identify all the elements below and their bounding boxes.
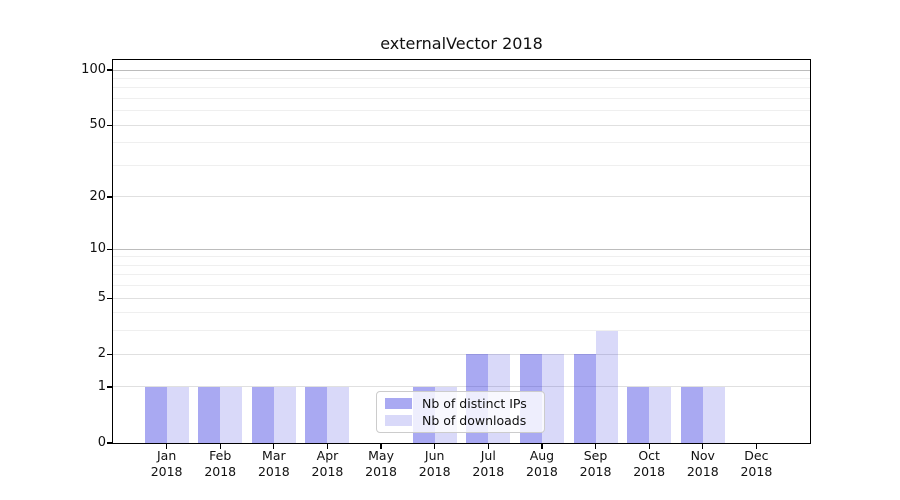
plot-area-frame — [112, 59, 811, 444]
x-tick-mark-feb — [219, 444, 221, 449]
y-tick-label-50: 50 — [89, 117, 106, 133]
x-tick-mark-jan — [166, 444, 168, 449]
x-tick-month: Aug — [529, 448, 555, 463]
x-tick-year: 2018 — [740, 464, 773, 479]
y-tick-label-2: 2 — [97, 346, 106, 362]
x-tick-label-sep: Sep 2018 — [568, 448, 624, 480]
x-tick-year: 2018 — [418, 464, 451, 479]
x-tick-year: 2018 — [365, 464, 397, 479]
x-tick-mark-dec — [755, 444, 757, 449]
x-tick-month: Mar — [262, 448, 286, 463]
x-tick-month: Apr — [316, 448, 339, 463]
x-tick-year: 2018 — [204, 464, 237, 479]
x-tick-month: Nov — [690, 448, 715, 463]
x-tick-month: Sep — [583, 448, 608, 463]
x-tick-mark-jul — [487, 444, 489, 449]
x-tick-mark-jun — [434, 444, 436, 449]
x-tick-year: 2018 — [579, 464, 612, 479]
x-tick-month: Jan — [156, 448, 177, 463]
chart-title: externalVector 2018 — [380, 34, 543, 53]
x-tick-month: Jun — [424, 448, 445, 463]
x-tick-year: 2018 — [472, 464, 505, 479]
x-tick-month: Dec — [744, 448, 769, 463]
y-tick-label-5: 5 — [97, 290, 106, 306]
x-tick-label-jan: Jan 2018 — [139, 448, 195, 480]
x-tick-year: 2018 — [257, 464, 290, 479]
legend: Nb of distinct IPs Nb of downloads — [376, 391, 545, 433]
y-tick-label-20: 20 — [89, 188, 106, 204]
legend-label-downloads: Nb of downloads — [422, 413, 527, 428]
x-tick-label-aug: Aug 2018 — [514, 448, 570, 480]
x-tick-label-may: May 2018 — [353, 448, 409, 480]
y-tick-label-1: 1 — [97, 378, 106, 394]
x-tick-mark-may — [380, 444, 382, 449]
x-tick-label-nov: Nov 2018 — [675, 448, 731, 480]
x-tick-mark-mar — [273, 444, 275, 449]
x-tick-mark-oct — [648, 444, 650, 449]
x-tick-label-mar: Mar 2018 — [246, 448, 302, 480]
x-tick-month: May — [368, 448, 394, 463]
x-tick-year: 2018 — [526, 464, 558, 479]
legend-label-distinct-ips: Nb of distinct IPs — [422, 396, 527, 411]
x-tick-mark-apr — [326, 444, 329, 449]
y-tick-label-100: 100 — [81, 62, 106, 77]
x-tick-label-oct: Oct 2018 — [621, 448, 677, 480]
y-tick-label-10: 10 — [89, 241, 106, 257]
x-tick-label-jul: Jul 2018 — [460, 448, 516, 480]
x-tick-month: Feb — [209, 448, 232, 463]
x-tick-mark-nov — [702, 444, 704, 449]
y-tick-label-0: 0 — [97, 435, 106, 450]
x-tick-mark-sep — [594, 444, 597, 449]
x-tick-month: Jul — [480, 448, 496, 463]
x-tick-year: 2018 — [311, 464, 344, 479]
legend-entry-distinct-ips: Nb of distinct IPs — [385, 395, 538, 412]
legend-entry-downloads: Nb of downloads — [385, 412, 538, 429]
legend-swatch-downloads — [385, 415, 412, 426]
x-tick-month: Oct — [638, 448, 660, 463]
x-tick-label-jun: Jun 2018 — [407, 448, 463, 480]
x-tick-label-dec: Dec 2018 — [728, 448, 784, 480]
x-tick-year: 2018 — [686, 464, 719, 479]
x-tick-mark-aug — [541, 444, 543, 449]
x-tick-year: 2018 — [150, 464, 183, 479]
x-tick-label-apr: Apr 2018 — [299, 448, 355, 480]
x-tick-label-feb: Feb 2018 — [192, 448, 248, 480]
legend-swatch-distinct-ips — [385, 398, 412, 409]
x-tick-year: 2018 — [633, 464, 666, 479]
